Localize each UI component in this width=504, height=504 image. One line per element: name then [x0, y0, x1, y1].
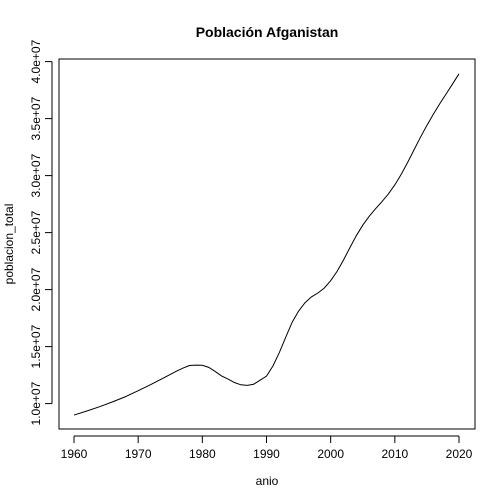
x-tick-label: 1980 [189, 447, 216, 461]
x-tick-label: 2010 [381, 447, 408, 461]
plot-frame [58, 58, 476, 430]
x-tick-label: 2020 [446, 447, 473, 461]
y-axis: 1.0e+07 1.5e+07 2.0e+07 2.5e+07 3.0e+07 3.5e+… [29, 39, 53, 425]
y-axis-label: poblacion_total [2, 204, 16, 285]
series-line-poblacion [73, 73, 460, 416]
y-tick-label: 3.5e+07 [29, 96, 43, 140]
x-tick-label: 1970 [125, 447, 152, 461]
y-tick-label: 1.5e+07 [29, 324, 43, 368]
y-tick-label: 4.0e+07 [29, 39, 43, 83]
y-tick-label: 3.0e+07 [29, 153, 43, 197]
x-tick-label: 2000 [317, 447, 344, 461]
y-tick-label: 2.0e+07 [29, 267, 43, 311]
y-tick-label: 1.0e+07 [29, 381, 43, 425]
x-tick-label: 1960 [61, 447, 88, 461]
chart-title: Población Afganistan [196, 24, 339, 40]
x-tick-label: 1990 [253, 447, 280, 461]
x-axis: 1960 1970 1980 1990 2000 2010 2020 [61, 435, 473, 461]
x-axis-label: anio [256, 474, 279, 488]
y-tick-label: 2.5e+07 [29, 210, 43, 254]
